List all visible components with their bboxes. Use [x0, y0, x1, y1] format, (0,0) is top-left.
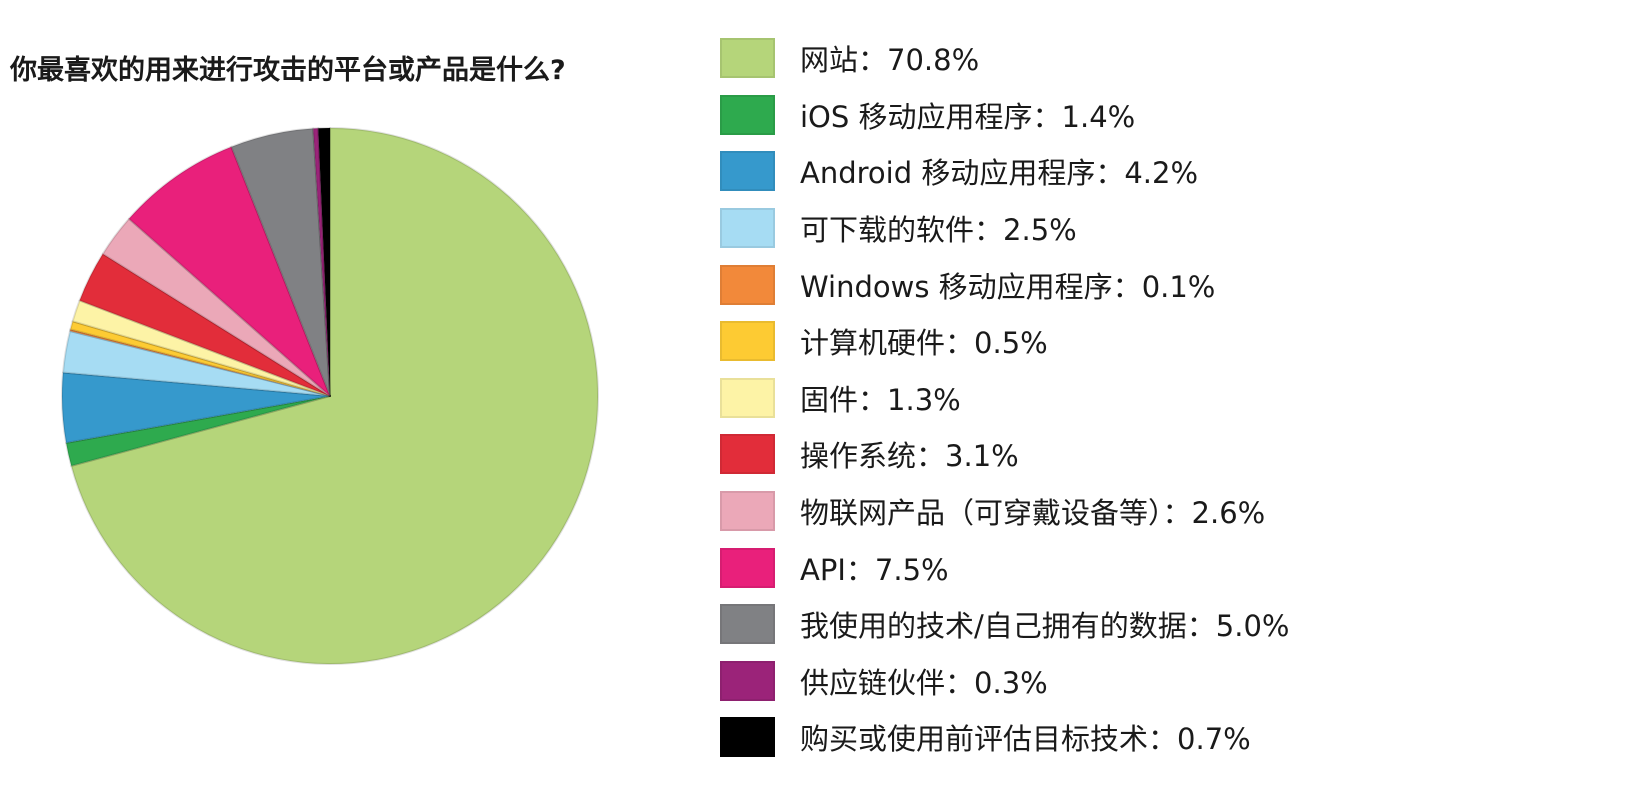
legend-swatch [720, 377, 775, 418]
legend-label: 我使用的技术/自己拥有的数据 [800, 609, 1187, 644]
legend-value: 1.4% [1061, 99, 1136, 134]
legend-value: 0.3% [974, 665, 1048, 700]
legend-item: 网站：70.8% [720, 30, 1289, 87]
pie-slice [127, 145, 331, 397]
pie-slice [69, 328, 331, 397]
pie-slice [62, 329, 331, 397]
legend-item: 供应链伙伴：0.3% [720, 653, 1289, 710]
pie-slice [101, 217, 331, 397]
legend-item: 我使用的技术/自己拥有的数据：5.0% [720, 596, 1289, 653]
legend-item: 物联网产品（可穿戴设备等）：2.6% [720, 483, 1289, 540]
legend-label: iOS 移动应用程序 [800, 99, 1033, 134]
chart-title: 你最喜欢的用来进行攻击的平台或产品是什么? [10, 55, 566, 86]
legend-value: 70.8% [887, 43, 980, 78]
legend-value: 0.7% [1177, 722, 1251, 757]
legend-swatch [720, 264, 775, 305]
legend-label: Windows 移动应用程序 [800, 269, 1113, 304]
pie-slice [230, 127, 331, 397]
pie-slice [61, 371, 331, 444]
legend-value: 2.5% [1003, 213, 1077, 248]
legend-label: 固件 [800, 382, 859, 417]
legend-swatch [720, 151, 775, 192]
pie-slice [65, 395, 331, 467]
legend-label: 可下载的软件 [800, 213, 975, 248]
pie-slice [78, 252, 331, 397]
legend-label: 供应链伙伴 [800, 665, 946, 700]
pie-slice [69, 320, 331, 397]
legend-value: 1.3% [887, 382, 961, 417]
pie-slice [317, 127, 331, 397]
legend-item: 固件：1.3% [720, 370, 1289, 427]
legend-item: 可下载的软件：2.5% [720, 200, 1289, 257]
pie-slice [71, 299, 331, 397]
legend-swatch [720, 94, 775, 135]
legend-swatch [720, 208, 775, 249]
legend-label: Android 移动应用程序 [800, 156, 1096, 191]
chart-legend: 网站：70.8% iOS 移动应用程序：1.4% Android 移动应用程序：… [720, 30, 1289, 766]
legend-value: 3.1% [945, 439, 1019, 474]
legend-label: 物联网产品（可穿戴设备等） [800, 496, 1163, 531]
legend-item: Android 移动应用程序：4.2% [720, 143, 1289, 200]
legend-item: Windows 移动应用程序：0.1% [720, 256, 1289, 313]
legend-item: 购买或使用前评估目标技术：0.7% [720, 709, 1289, 766]
pie-slice [70, 127, 599, 665]
legend-swatch [720, 321, 775, 362]
legend-value: 5.0% [1215, 609, 1290, 644]
legend-swatch [720, 547, 775, 588]
legend-swatch [720, 604, 775, 645]
legend-value: 2.6% [1191, 496, 1266, 531]
legend-item: 计算机硬件：0.5% [720, 313, 1289, 370]
legend-label: 网站 [800, 43, 859, 78]
legend-swatch [720, 660, 775, 701]
legend-value: 0.1% [1141, 269, 1216, 304]
legend-value: 4.2% [1124, 156, 1199, 191]
legend-label: 操作系统 [800, 439, 917, 474]
legend-label: API [800, 552, 846, 587]
legend-swatch [720, 434, 775, 475]
legend-item: 操作系统：3.1% [720, 426, 1289, 483]
pie-slice [312, 127, 331, 397]
legend-value: 0.5% [974, 326, 1048, 361]
legend-swatch [720, 38, 775, 79]
legend-item: iOS 移动应用程序：1.4% [720, 87, 1289, 144]
legend-label: 计算机硬件 [800, 326, 946, 361]
legend-item: API：7.5% [720, 539, 1289, 596]
legend-value: 7.5% [874, 552, 949, 587]
legend-label: 购买或使用前评估目标技术 [800, 722, 1149, 757]
legend-swatch [720, 491, 775, 532]
legend-swatch [720, 717, 775, 758]
pie-chart [61, 127, 599, 665]
